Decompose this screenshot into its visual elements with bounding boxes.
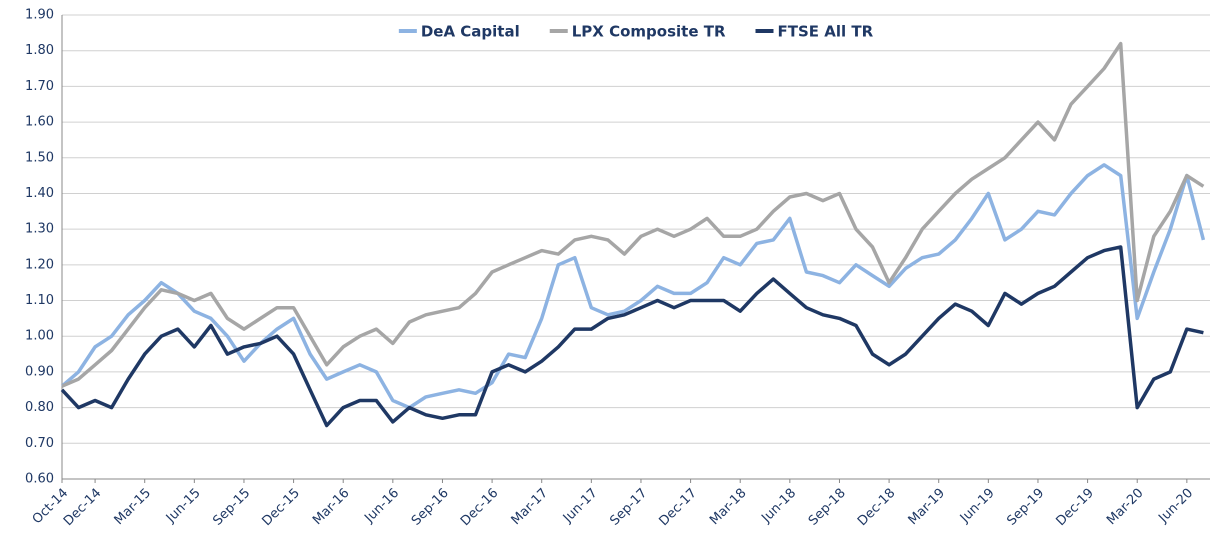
x-tick-label: Mar-20 (1104, 486, 1146, 528)
y-tick-label: 1.90 (25, 8, 54, 23)
x-tick-label: Mar-16 (310, 486, 352, 528)
x-tick-label: Sep-17 (607, 486, 650, 529)
y-tick-label: 1.10 (25, 293, 54, 308)
y-tick-label: 1.80 (25, 43, 54, 58)
legend-label: FTSE All TR (778, 23, 874, 41)
x-tick-label: Dec-17 (656, 486, 699, 529)
y-tick-label: 1.50 (25, 150, 54, 165)
x-tick-label: Mar-15 (112, 486, 154, 528)
x-tick-label: Jun-20 (1155, 486, 1196, 527)
y-tick-label: 0.60 (25, 472, 54, 487)
x-tick-label: Mar-19 (906, 486, 948, 528)
x-tick-label: Dec-16 (458, 486, 501, 529)
x-tick-label: Dec-19 (1053, 486, 1096, 529)
legend-label: DeA Capital (421, 23, 520, 41)
x-tick-label: Jun-17 (560, 486, 601, 527)
x-tick-label: Sep-15 (210, 486, 253, 529)
y-tick-label: 1.20 (25, 257, 54, 272)
y-tick-label: 0.80 (25, 400, 54, 415)
legend-label: LPX Composite TR (572, 23, 726, 41)
x-tick-label: Mar-18 (707, 486, 749, 528)
x-tick-label: Dec-14 (61, 486, 104, 529)
y-tick-label: 1.40 (25, 186, 54, 201)
legend: DeA Capital LPX Composite TR FTSE All TR (398, 23, 874, 41)
series-line (60, 245, 1204, 428)
x-tick-label: Sep-18 (806, 486, 849, 529)
y-tick-label: 0.90 (25, 364, 54, 379)
x-tick-label: Dec-18 (855, 486, 898, 529)
y-tick-label: 1.00 (25, 329, 54, 344)
x-tick-label: Mar-17 (509, 486, 551, 528)
y-tick-label: 1.70 (25, 79, 54, 94)
y-tick-label: 1.60 (25, 115, 54, 130)
series-line (60, 163, 1206, 410)
y-tick-label: 0.70 (25, 436, 54, 451)
x-tick-label: Sep-16 (409, 486, 452, 529)
series-line (61, 41, 1205, 388)
y-tick-label: 1.30 (25, 222, 54, 237)
x-tick-label: Jun-15 (163, 486, 204, 527)
x-tick-label: Dec-15 (259, 486, 302, 529)
x-tick-label: Sep-19 (1004, 486, 1047, 529)
x-tick-label: Jun-18 (758, 486, 799, 527)
x-tick-label: Jun-16 (361, 486, 402, 527)
x-tick-label: Jun-19 (957, 486, 998, 527)
